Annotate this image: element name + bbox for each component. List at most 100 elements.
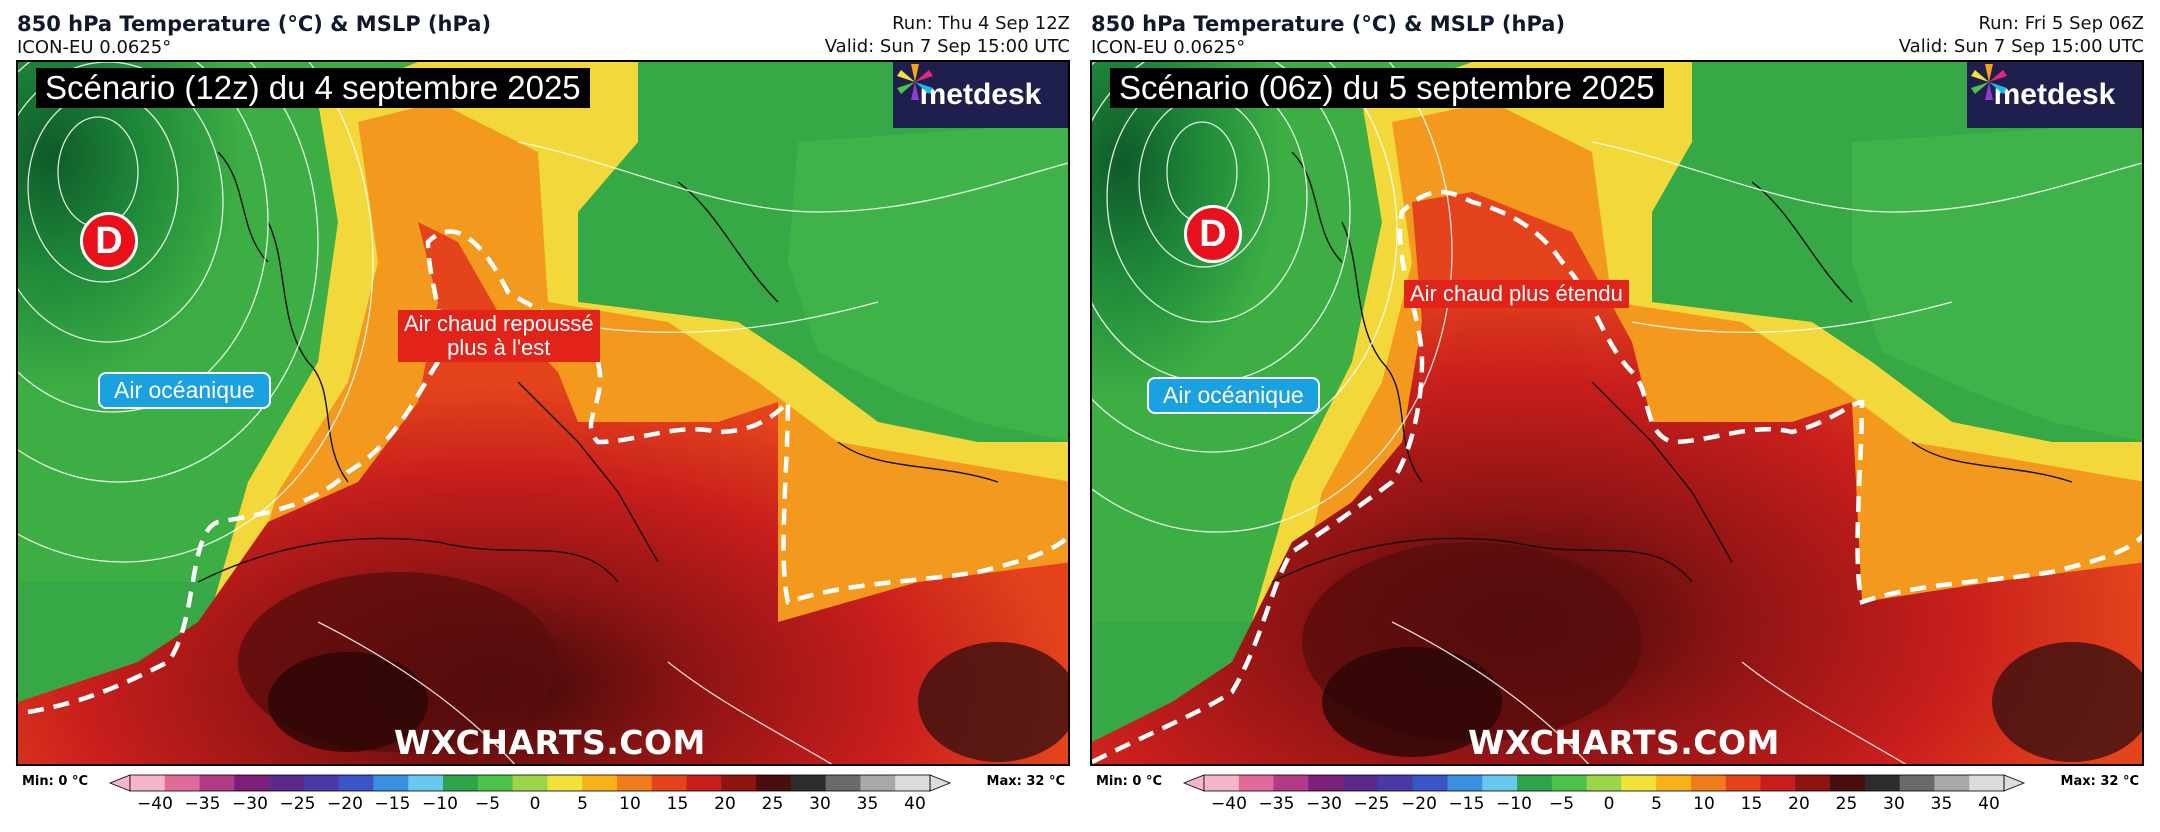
weather-map: Scénario (12z) du 4 septembre 2025 metde… <box>16 60 1070 766</box>
colorbar-swatch <box>616 775 653 791</box>
colorbar-outline <box>1203 774 2005 792</box>
colorbar-tick-label: 5 <box>1651 794 1662 814</box>
colorbar-tick-label: 30 <box>1883 794 1905 814</box>
colorbar-tick-label: 35 <box>856 794 879 814</box>
colorbar-swatch <box>686 775 722 791</box>
model-name: ICON-EU 0.0625° <box>17 37 172 58</box>
colorbar-swatch <box>1760 775 1796 791</box>
colorbar-tick-label: 10 <box>619 794 641 814</box>
colorbar-tick-label: −20 <box>1401 794 1437 814</box>
colorbar-tick-label: 0 <box>529 794 541 814</box>
colorbar-tick-label: −35 <box>1258 794 1295 814</box>
colorbar-swatch <box>895 775 931 791</box>
colorbar-swatch <box>443 775 479 791</box>
valid-time: Valid: Sun 7 Sep 15:00 UTC <box>824 36 1070 57</box>
colorbar-strip <box>1182 774 2026 792</box>
colorbar-swatch <box>1830 775 1866 791</box>
chart-panel-right: 850 hPa Temperature (°C) & MSLP (hPa) IC… <box>1074 0 2144 832</box>
max-label: Max: 32 °C <box>986 774 1065 789</box>
warm-air-boundary <box>1092 189 2142 764</box>
colorbar-swatch <box>1517 775 1553 791</box>
colorbar-swatch <box>1447 775 1483 791</box>
low-pressure-marker: D <box>1184 205 1242 263</box>
colorbar-swatch <box>756 775 792 791</box>
pinwheel-icon <box>897 64 933 100</box>
colorbar-swatch <box>1273 775 1309 791</box>
colorbar-swatch <box>373 775 409 791</box>
colorbar-swatch <box>1934 775 1970 791</box>
oceanic-air-label: Air océanique <box>1147 377 1320 414</box>
run-time: Run: Thu 4 Sep 12Z <box>892 13 1070 34</box>
warm-air-label-line2: plus à l'est <box>447 335 551 360</box>
pinwheel-icon <box>1971 64 2007 100</box>
colorbar-swatch <box>860 775 896 791</box>
colorbar-tick-label: −30 <box>232 794 268 814</box>
colorbar-tick-label: −35 <box>184 794 221 814</box>
colorbar-tick-label: 5 <box>577 794 588 814</box>
warm-air-boundary <box>27 229 1068 715</box>
scenario-title: Scénario (12z) du 4 septembre 2025 <box>36 68 590 108</box>
model-name: ICON-EU 0.0625° <box>1091 37 1246 58</box>
colorbar-tick-label: −30 <box>1306 794 1342 814</box>
colorbar-tick-label: −40 <box>137 794 173 814</box>
temperature-field <box>18 62 1068 764</box>
colorbar-swatch <box>1412 775 1448 791</box>
colorbar-swatch <box>1204 775 1240 791</box>
warm-air-label-line1: Air chaud repoussé <box>404 311 594 336</box>
colorbar-tick-label: −25 <box>279 794 316 814</box>
colorbar: Min: 0 °C Max: 32 °C −40 −35 −30 −25 −20 −15−… <box>0 772 1070 832</box>
colorbar-swatch <box>651 775 688 791</box>
colorbar-swatch <box>1656 775 1692 791</box>
colorbar-swatch <box>1343 775 1379 791</box>
colorbar-tick-label: 30 <box>809 794 831 814</box>
colorbar-swatch <box>1864 775 1901 791</box>
wxcharts-watermark: WXCHARTS.COM <box>1468 723 1780 762</box>
colorbar-swatch <box>721 775 757 791</box>
metdesk-logo: metdesk <box>893 62 1068 128</box>
colorbar-swatch <box>199 775 235 791</box>
colorbar-min-arrow <box>1182 774 1205 792</box>
colorbar-tick-label: 15 <box>1740 794 1763 814</box>
low-pressure-marker: D <box>80 212 138 270</box>
oceanic-air-label: Air océanique <box>98 372 271 409</box>
colorbar-swatch <box>303 775 340 791</box>
colorbar-tick-label: 0 <box>1603 794 1615 814</box>
scenario-title: Scénario (06z) du 5 septembre 2025 <box>1110 68 1664 108</box>
colorbar-swatch <box>582 775 618 791</box>
colorbar-swatch <box>825 775 861 791</box>
colorbar: Min: 0 °C Max: 32 °C −40 −35 −30 −25 −20 −15−… <box>1074 772 2144 832</box>
colorbar-swatch <box>1238 775 1275 791</box>
colorbar-min-arrow <box>108 774 131 792</box>
colorbar-tick-label: 20 <box>714 794 736 814</box>
warm-air-label: Air chaud plus étendu <box>1404 280 1629 308</box>
colorbar-swatch <box>1725 775 1762 791</box>
brand-name: metdesk <box>919 78 1042 111</box>
temperature-field <box>1092 62 2142 764</box>
colorbar-outline <box>129 774 931 792</box>
metdesk-logo: metdesk <box>1967 62 2142 128</box>
colorbar-tick-label: 40 <box>1978 794 2000 814</box>
colorbar-tick-label: −10 <box>422 794 458 814</box>
colorbar-tick-label: 40 <box>904 794 926 814</box>
colorbar-tick-label: 25 <box>761 794 784 814</box>
colorbar-max-arrow <box>929 774 952 792</box>
valid-time: Valid: Sun 7 Sep 15:00 UTC <box>1898 36 2144 57</box>
colorbar-swatch <box>1551 775 1588 791</box>
colorbar-swatch <box>790 775 827 791</box>
colorbar-tick-label: −40 <box>1211 794 1247 814</box>
chart-title: 850 hPa Temperature (°C) & MSLP (hPa) <box>17 12 492 36</box>
run-time: Run: Fri 5 Sep 06Z <box>1978 13 2144 34</box>
colorbar-tick-label: 15 <box>666 794 689 814</box>
colorbar-swatch <box>164 775 201 791</box>
colorbar-swatch <box>477 775 514 791</box>
chart-title: 850 hPa Temperature (°C) & MSLP (hPa) <box>1091 12 1566 36</box>
colorbar-tick-label: −5 <box>1548 794 1575 814</box>
colorbar-tick-label: −20 <box>327 794 363 814</box>
colorbar-swatch <box>1586 775 1622 791</box>
colorbar-tick-label: −10 <box>1496 794 1532 814</box>
colorbar-tick-label: 20 <box>1788 794 1810 814</box>
brand-name: metdesk <box>1993 78 2116 111</box>
colorbar-swatch <box>1690 775 1727 791</box>
colorbar-swatch <box>1377 775 1414 791</box>
isobar-lines <box>18 62 1068 764</box>
